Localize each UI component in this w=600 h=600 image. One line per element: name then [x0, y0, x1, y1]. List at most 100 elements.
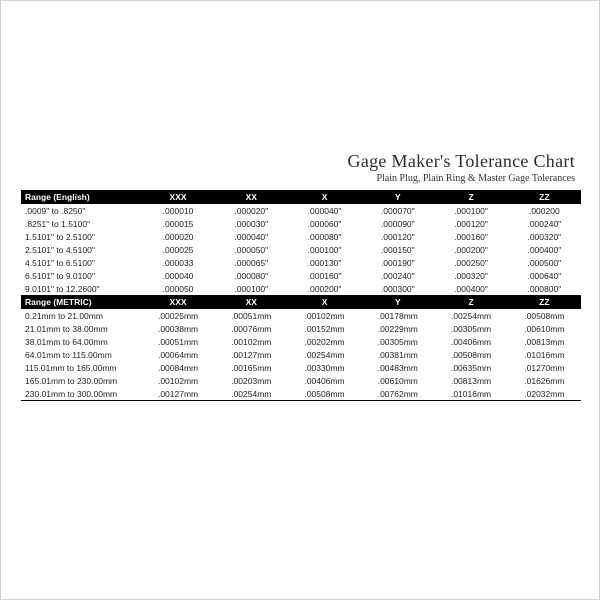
cell-val: .00051mm	[215, 309, 288, 322]
cell-val: .000020	[141, 230, 214, 243]
col-xx: XX	[215, 295, 288, 309]
cell-val: .00064mm	[141, 348, 214, 361]
cell-range: 165.01mm to 230.00mm	[21, 374, 141, 387]
cell-val: .00203mm	[215, 374, 288, 387]
table-row: 4.5101" to 6.5100".000033.000065".000130…	[21, 256, 581, 269]
page-subtitle: Plain Plug, Plain Ring & Master Gage Tol…	[1, 173, 575, 184]
cell-val: .000100"	[215, 282, 288, 295]
cell-val: .00610mm	[508, 322, 581, 335]
cell-val: .000640"	[508, 269, 581, 282]
cell-val: .00381mm	[361, 348, 434, 361]
table-row: 6.5101" to 9.0100".000040.000080".000160…	[21, 269, 581, 282]
cell-val: .00178mm	[361, 309, 434, 322]
cell-range: 9.0101" to 12.2600"	[21, 282, 141, 295]
col-range: Range (English)	[21, 190, 141, 204]
table-row: 64.01mm to 115.00mm.00064mm.00127mm.0025…	[21, 348, 581, 361]
col-range: Range (METRIC)	[21, 295, 141, 309]
cell-range: 1.5101" to 2.5100"	[21, 230, 141, 243]
cell-val: .000030"	[215, 217, 288, 230]
table-row: .8251" to 1.5100".000015.000030".000060"…	[21, 217, 581, 230]
col-x: X	[288, 295, 361, 309]
cell-val: .000100"	[288, 243, 361, 256]
cell-val: .000080"	[215, 269, 288, 282]
cell-val: .000100"	[434, 204, 507, 217]
cell-val: .01626mm	[508, 374, 581, 387]
cell-val: .000050"	[215, 243, 288, 256]
cell-val: .00610mm	[361, 374, 434, 387]
cell-val: .000240"	[361, 269, 434, 282]
cell-range: 38.01mm to 64.00mm	[21, 335, 141, 348]
cell-val: .000070"	[361, 204, 434, 217]
cell-val: .00635mm	[434, 361, 507, 374]
cell-val: .00305mm	[434, 322, 507, 335]
cell-val: .000190"	[361, 256, 434, 269]
cell-val: .00305mm	[361, 335, 434, 348]
cell-val: .01016mm	[508, 348, 581, 361]
table-row: 38.01mm to 64.00mm.00051mm.00102mm.00202…	[21, 335, 581, 348]
cell-range: 115.01mm to 165.00mm	[21, 361, 141, 374]
section-header-metric: Range (METRIC) XXX XX X Y Z ZZ	[21, 295, 581, 309]
cell-val: .00330mm	[288, 361, 361, 374]
cell-val: .01016mm	[434, 387, 507, 401]
cell-range: 0.21mm to 21.00mm	[21, 309, 141, 322]
table-row: 9.0101" to 12.2600".000050.000100".00020…	[21, 282, 581, 295]
cell-val: .000015	[141, 217, 214, 230]
section-body-english: .0009" to .8250".000010.000020" .000040".…	[21, 204, 581, 295]
cell-val: .000800"	[508, 282, 581, 295]
cell-val: .00762mm	[361, 387, 434, 401]
table-row: 165.01mm to 230.00mm.00102mm.00203mm.004…	[21, 374, 581, 387]
cell-val: .000033	[141, 256, 214, 269]
cell-val: .000150"	[361, 243, 434, 256]
col-z: Z	[434, 190, 507, 204]
cell-val: .000040"	[215, 230, 288, 243]
cell-val: .00102mm	[141, 374, 214, 387]
cell-range: 6.5101" to 9.0100"	[21, 269, 141, 282]
cell-val: .000320"	[508, 230, 581, 243]
col-y: Y	[361, 295, 434, 309]
col-zz: ZZ	[508, 295, 581, 309]
cell-val: .00025mm	[141, 309, 214, 322]
cell-val: .00202mm	[288, 335, 361, 348]
cell-val: .00483mm	[361, 361, 434, 374]
cell-val: .000320"	[434, 269, 507, 282]
cell-val: .000060"	[288, 217, 361, 230]
cell-val: .00508mm	[288, 387, 361, 401]
cell-val: .00508mm	[508, 309, 581, 322]
col-xx: XX	[215, 190, 288, 204]
cell-val: .000020"	[215, 204, 288, 217]
cell-val: .000300"	[361, 282, 434, 295]
table-row: 2.5101" to 4.5100".000025.000050".000100…	[21, 243, 581, 256]
cell-range: 230.01mm to 300.00mm	[21, 387, 141, 401]
cell-val: .000160"	[288, 269, 361, 282]
cell-val: .000160"	[434, 230, 507, 243]
table-row: 1.5101" to 2.5100".000020.000040".000080…	[21, 230, 581, 243]
cell-range: 64.01mm to 115.00mm	[21, 348, 141, 361]
cell-val: .00508mm	[434, 348, 507, 361]
cell-val: .000080"	[288, 230, 361, 243]
page-title: Gage Maker's Tolerance Chart	[1, 151, 575, 172]
col-y: Y	[361, 190, 434, 204]
cell-val: .00051mm	[141, 335, 214, 348]
cell-val: .01270mm	[508, 361, 581, 374]
cell-val: .000050	[141, 282, 214, 295]
cell-val: .00102mm	[215, 335, 288, 348]
cell-val: .00084mm	[141, 361, 214, 374]
cell-val: .000200	[508, 204, 581, 217]
cell-val: .00127mm	[141, 387, 214, 401]
cell-val: .000120"	[434, 217, 507, 230]
cell-range: 21.01mm to 38.00mm	[21, 322, 141, 335]
cell-val: .000040	[141, 269, 214, 282]
cell-val: .000120"	[361, 230, 434, 243]
table-row: 0.21mm to 21.00mm.00025mm.00051mm.00102m…	[21, 309, 581, 322]
cell-val: .00406mm	[434, 335, 507, 348]
cell-val: .00813mm	[434, 374, 507, 387]
cell-range: 2.5101" to 4.5100"	[21, 243, 141, 256]
cell-val: .00127mm	[215, 348, 288, 361]
cell-val: .000010	[141, 204, 214, 217]
cell-val: .000500"	[508, 256, 581, 269]
cell-range: .0009" to .8250"	[21, 204, 141, 217]
cell-val: .000025	[141, 243, 214, 256]
cell-val: .000240"	[508, 217, 581, 230]
cell-range: .8251" to 1.5100"	[21, 217, 141, 230]
cell-val: .00038mm	[141, 322, 214, 335]
